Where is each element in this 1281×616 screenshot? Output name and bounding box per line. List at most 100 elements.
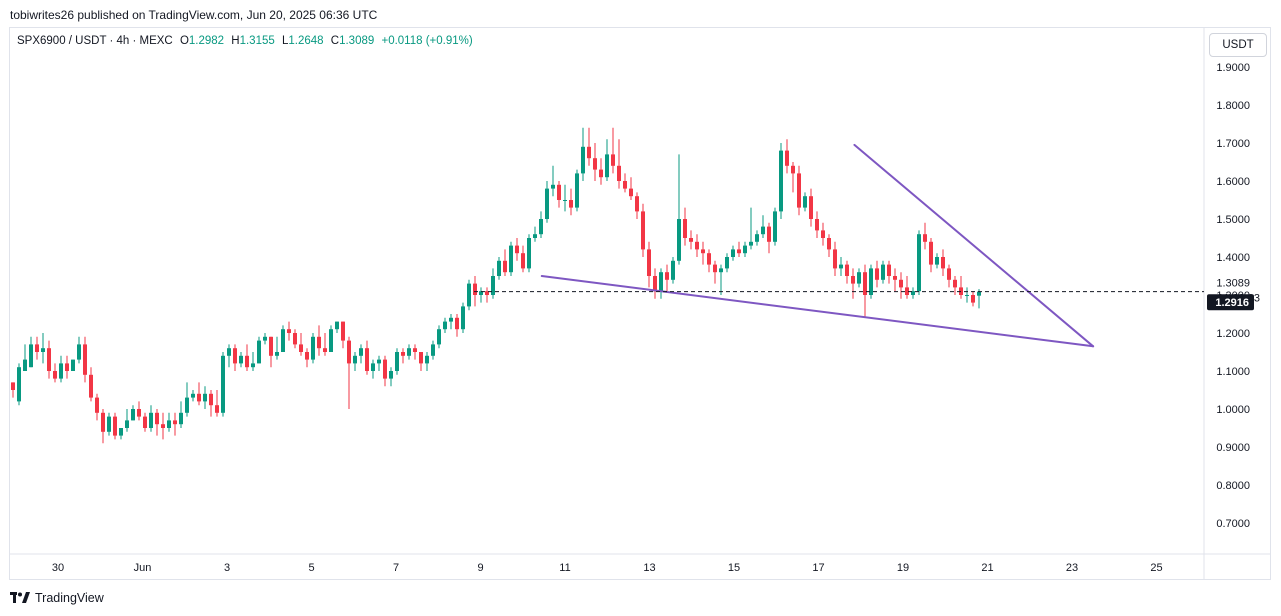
tradingview-logo[interactable]: TradingView <box>10 591 104 605</box>
candle-body <box>923 234 927 242</box>
candle-body <box>503 260 507 273</box>
y-tick-label: 0.7000 <box>1216 518 1250 530</box>
candle-body <box>497 260 501 276</box>
candle-body <box>167 420 171 428</box>
candle-body <box>185 397 189 413</box>
candle-body <box>137 409 141 417</box>
candle-body <box>227 348 231 356</box>
close-value: 1.3089 <box>339 35 375 47</box>
candle-body <box>635 196 639 212</box>
candle-body <box>935 257 939 265</box>
candle-body <box>353 355 357 364</box>
candle-body <box>251 363 255 368</box>
candle-body <box>929 241 933 265</box>
candle-body <box>113 416 117 436</box>
y-tick-label: 1.0000 <box>1216 404 1250 416</box>
candle-body <box>779 150 783 212</box>
candle-body <box>467 283 471 307</box>
candle-body <box>743 245 747 254</box>
candle-body <box>647 249 651 276</box>
candle-body <box>833 249 837 269</box>
x-tick-label: 23 <box>1066 562 1078 574</box>
candle-body <box>869 268 873 295</box>
candle-body <box>293 333 297 345</box>
candle-body <box>953 279 957 288</box>
symbol-label[interactable]: SPX6900 / USDT · 4h · MEXC <box>17 35 173 47</box>
high-value: 1.3155 <box>239 35 275 47</box>
candle-body <box>365 348 369 371</box>
y-tick-label: 1.2000 <box>1216 328 1250 340</box>
candle-body <box>917 234 921 292</box>
low-value: 1.2648 <box>288 35 324 47</box>
candle-body <box>569 200 573 208</box>
candle-body <box>275 352 279 356</box>
x-tick-label: 11 <box>559 562 570 574</box>
candle-body <box>215 405 219 413</box>
candle-body <box>617 165 621 181</box>
publish-attribution: tobiwrites26 published on TradingView.co… <box>10 8 378 22</box>
candle-body <box>263 336 267 341</box>
candle-body <box>413 348 417 352</box>
change-value: +0.0118 (+0.91%) <box>381 35 473 47</box>
candle-body <box>53 371 57 379</box>
candle-body <box>131 409 135 421</box>
candle-body <box>881 264 885 280</box>
candle-body <box>827 238 831 250</box>
low-label: L <box>281 35 289 47</box>
candle-body <box>665 272 669 280</box>
candle-body <box>419 352 423 364</box>
candle-body <box>965 295 969 296</box>
candle-body <box>659 272 663 292</box>
candle-body <box>803 196 807 208</box>
candle-body <box>701 249 705 254</box>
tradingview-logo-icon <box>10 592 30 603</box>
candle-body <box>341 321 345 341</box>
candle-body <box>623 181 627 189</box>
candle-body <box>971 295 975 303</box>
candle-body <box>905 287 909 295</box>
candle-body <box>809 196 813 219</box>
candle-body <box>947 268 951 280</box>
currency-button[interactable]: USDT <box>1209 33 1267 57</box>
candle-body <box>83 344 87 375</box>
candle-body <box>269 336 273 356</box>
candle-body <box>599 169 603 178</box>
candle-body <box>101 412 105 432</box>
candle-body <box>545 188 549 219</box>
candle-body <box>815 219 819 231</box>
candle-body <box>479 291 483 295</box>
candle-body <box>941 257 945 269</box>
candle-body <box>797 173 801 208</box>
candle-body <box>407 348 411 356</box>
candle-body <box>47 348 51 371</box>
candle-body <box>629 188 633 197</box>
candle-body <box>149 412 153 428</box>
candle-body <box>689 238 693 242</box>
marked-price-label: 1.2916 <box>1215 297 1249 309</box>
candle-body <box>281 329 285 352</box>
candle-body <box>581 146 585 174</box>
marked-price-badge <box>1207 294 1254 311</box>
x-tick-label: 25 <box>1150 562 1162 574</box>
candle-body <box>671 260 675 280</box>
candle-body <box>719 268 723 273</box>
x-tick-label: 17 <box>812 562 824 574</box>
candle-body <box>401 352 405 356</box>
x-tick-label: 9 <box>477 562 483 574</box>
candle-body <box>239 355 243 364</box>
candle-body <box>695 241 699 250</box>
close-label: C <box>330 35 340 47</box>
candle-body <box>575 173 579 208</box>
candle-body <box>773 211 777 242</box>
candle-body <box>857 272 861 284</box>
candle-body <box>593 158 597 170</box>
candle-body <box>533 234 537 238</box>
high-label: H <box>231 35 240 47</box>
candle-body <box>761 226 765 235</box>
candle-body <box>737 249 741 254</box>
candle-body <box>641 211 645 250</box>
candle-body <box>677 219 681 261</box>
candle-body <box>143 416 147 428</box>
x-tick-label: 13 <box>643 562 655 574</box>
